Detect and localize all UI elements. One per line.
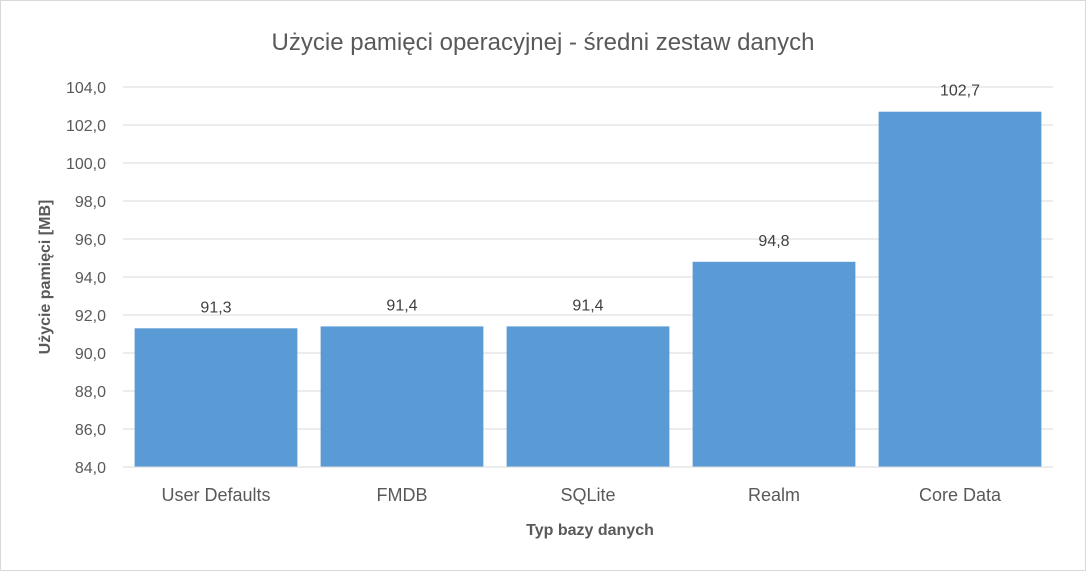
y-tick-label: 104,0 bbox=[66, 80, 106, 97]
y-tick-label: 98,0 bbox=[75, 194, 106, 211]
y-tick-label: 94,0 bbox=[75, 270, 106, 287]
chart-title: Użycie pamięci operacyjnej - średni zest… bbox=[272, 29, 815, 56]
bar bbox=[506, 326, 670, 467]
y-tick-label: 90,0 bbox=[75, 346, 106, 363]
bar bbox=[692, 261, 856, 467]
category-label: FMDB bbox=[377, 485, 428, 505]
bars bbox=[134, 111, 1042, 467]
y-tick-label: 92,0 bbox=[75, 308, 106, 325]
data-label: 91,4 bbox=[386, 297, 417, 314]
x-axis-title: Typ bazy danych bbox=[526, 522, 654, 539]
bar bbox=[878, 111, 1042, 467]
y-axis-tick-labels: 84,0 86,0 88,0 90,0 92,0 94,0 96,0 98,0 100,0 102… bbox=[66, 80, 106, 477]
category-label: Realm bbox=[748, 485, 800, 505]
y-tick-label: 100,0 bbox=[66, 156, 106, 173]
category-label: Core Data bbox=[919, 485, 1002, 505]
data-label: 102,7 bbox=[940, 83, 980, 100]
data-label: 94,8 bbox=[758, 233, 789, 250]
y-tick-label: 84,0 bbox=[75, 460, 106, 477]
category-label: User Defaults bbox=[161, 485, 270, 505]
y-tick-label: 88,0 bbox=[75, 384, 106, 401]
y-axis-title: Użycie pamięci [MB] bbox=[37, 200, 54, 355]
y-tick-label: 86,0 bbox=[75, 422, 106, 439]
data-label: 91,3 bbox=[200, 299, 231, 316]
category-label: SQLite bbox=[560, 485, 615, 505]
data-label: 91,4 bbox=[572, 297, 603, 314]
x-axis-category-labels: User Defaults FMDB SQLite Realm Core Data bbox=[161, 485, 1002, 505]
data-labels: 91,3 91,4 91,4 94,8 102,7 bbox=[200, 83, 980, 317]
y-tick-label: 102,0 bbox=[66, 118, 106, 135]
y-tick-label: 96,0 bbox=[75, 232, 106, 249]
bar bbox=[134, 328, 298, 467]
bar bbox=[320, 326, 484, 467]
